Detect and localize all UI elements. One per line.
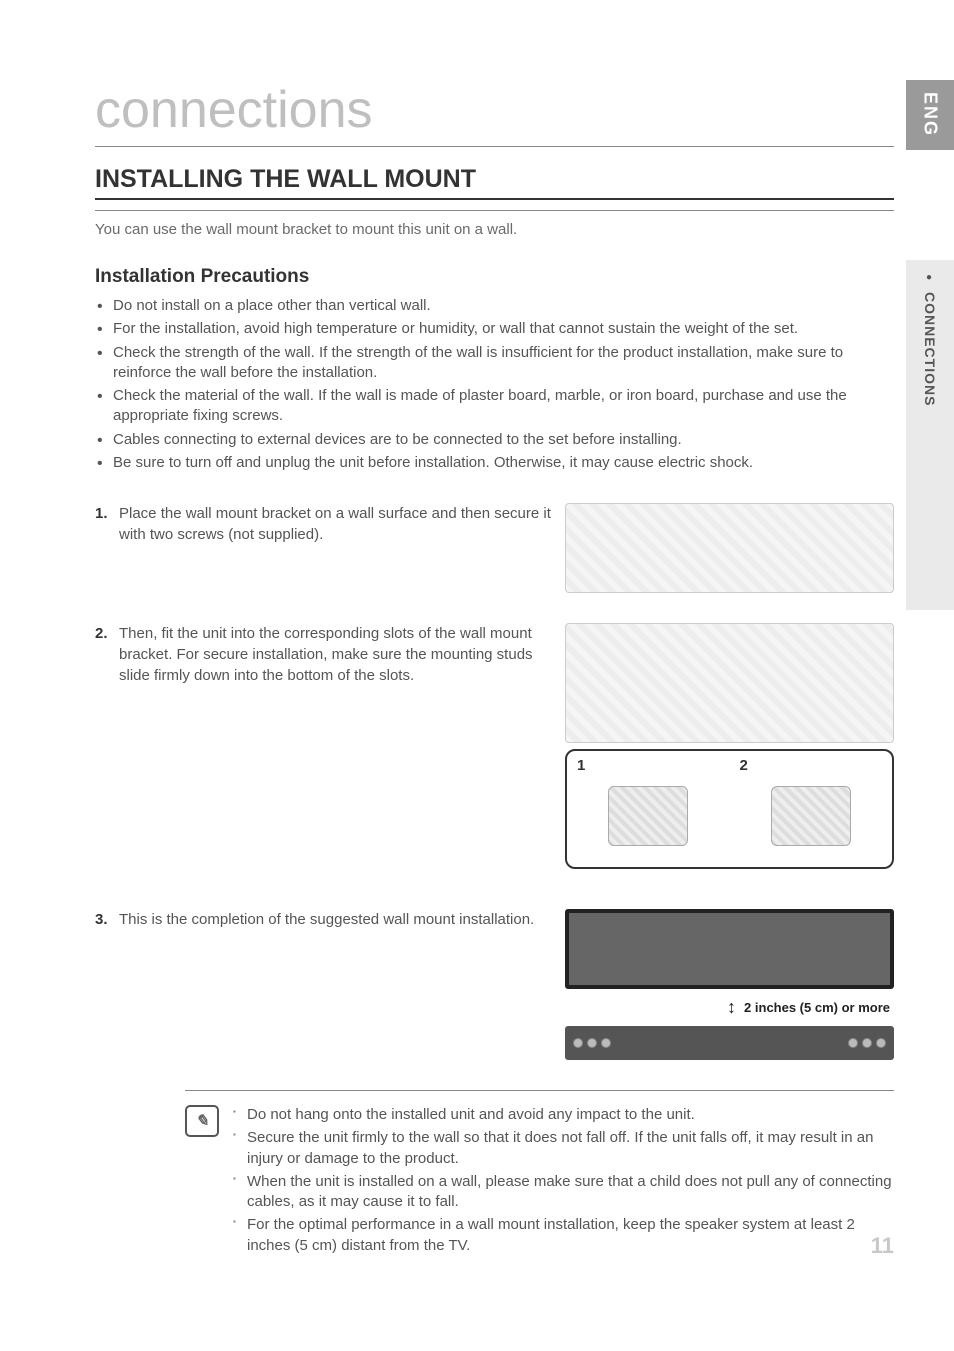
- list-item: For the installation, avoid high tempera…: [95, 319, 894, 339]
- dot-icon: [587, 1038, 597, 1048]
- manual-page: ENG CONNECTIONS connections INSTALLING T…: [0, 0, 954, 1299]
- speaker-dots-right: [848, 1038, 886, 1048]
- clearance-text: 2 inches (5 cm) or more: [744, 1000, 890, 1015]
- note-list: Do not hang onto the installed unit and …: [233, 1105, 894, 1259]
- tv-illustration: [565, 909, 894, 989]
- chapter-title: connections: [95, 80, 894, 147]
- step-number: 2.: [95, 623, 119, 686]
- note-box: ✎ Do not hang onto the installed unit an…: [185, 1090, 894, 1259]
- step-text: 3. This is the completion of the suggest…: [95, 909, 565, 930]
- list-item: When the unit is installed on a wall, pl…: [233, 1172, 894, 1213]
- list-item: Secure the unit firmly to the wall so th…: [233, 1128, 894, 1169]
- list-item: Do not hang onto the installed unit and …: [233, 1105, 894, 1125]
- soundbar-illustration: [565, 1026, 894, 1060]
- step-body: Then, fit the unit into the correspondin…: [119, 623, 565, 686]
- slot-detail-illustration: 1 2: [565, 749, 894, 869]
- list-item: Check the material of the wall. If the w…: [95, 386, 894, 427]
- step-number: 1.: [95, 503, 119, 545]
- section-heading-rule: INSTALLING THE WALL MOUNT: [95, 165, 894, 211]
- step-3: 3. This is the completion of the suggest…: [95, 909, 894, 1060]
- list-item: Be sure to turn off and unplug the unit …: [95, 453, 894, 473]
- clearance-arrow-icon: ↕: [727, 997, 736, 1018]
- note-icon: ✎: [185, 1105, 219, 1137]
- step-number: 3.: [95, 909, 119, 930]
- step-text: 1. Place the wall mount bracket on a wal…: [95, 503, 565, 545]
- dot-icon: [862, 1038, 872, 1048]
- list-item: Check the strength of the wall. If the s…: [95, 343, 894, 384]
- detail-label-1: 1: [577, 757, 585, 774]
- precautions-heading: Installation Precautions: [95, 266, 894, 288]
- step-body: This is the completion of the suggested …: [119, 909, 565, 930]
- step-2-figure: 1 2: [565, 623, 894, 869]
- dot-icon: [848, 1038, 858, 1048]
- intro-text: You can use the wall mount bracket to mo…: [95, 221, 894, 238]
- dot-icon: [876, 1038, 886, 1048]
- step-1-figure: [565, 503, 894, 593]
- list-item: Cables connecting to external devices ar…: [95, 430, 894, 450]
- slot-shape-icon: [771, 786, 851, 846]
- precautions-list: Do not install on a place other than ver…: [95, 296, 894, 473]
- clearance-row: ↕ 2 inches (5 cm) or more: [565, 997, 894, 1018]
- dot-icon: [601, 1038, 611, 1048]
- slot-shape-icon: [608, 786, 688, 846]
- step-body: Place the wall mount bracket on a wall s…: [119, 503, 565, 545]
- step-1: 1. Place the wall mount bracket on a wal…: [95, 503, 894, 593]
- step-text: 2. Then, fit the unit into the correspon…: [95, 623, 565, 686]
- mounting-illustration: [565, 623, 894, 743]
- speaker-dots-left: [573, 1038, 611, 1048]
- section-tab: CONNECTIONS: [906, 260, 954, 610]
- list-item: For the optimal performance in a wall mo…: [233, 1215, 894, 1256]
- dot-icon: [573, 1038, 583, 1048]
- list-item: Do not install on a place other than ver…: [95, 296, 894, 316]
- page-number: 11: [871, 1233, 894, 1259]
- section-heading: INSTALLING THE WALL MOUNT: [95, 165, 894, 200]
- detail-label-2: 2: [740, 757, 748, 774]
- step-2: 2. Then, fit the unit into the correspon…: [95, 623, 894, 869]
- bracket-illustration: [565, 503, 894, 593]
- lang-tab: ENG: [906, 80, 954, 150]
- step-3-figure: ↕ 2 inches (5 cm) or more: [565, 909, 894, 1060]
